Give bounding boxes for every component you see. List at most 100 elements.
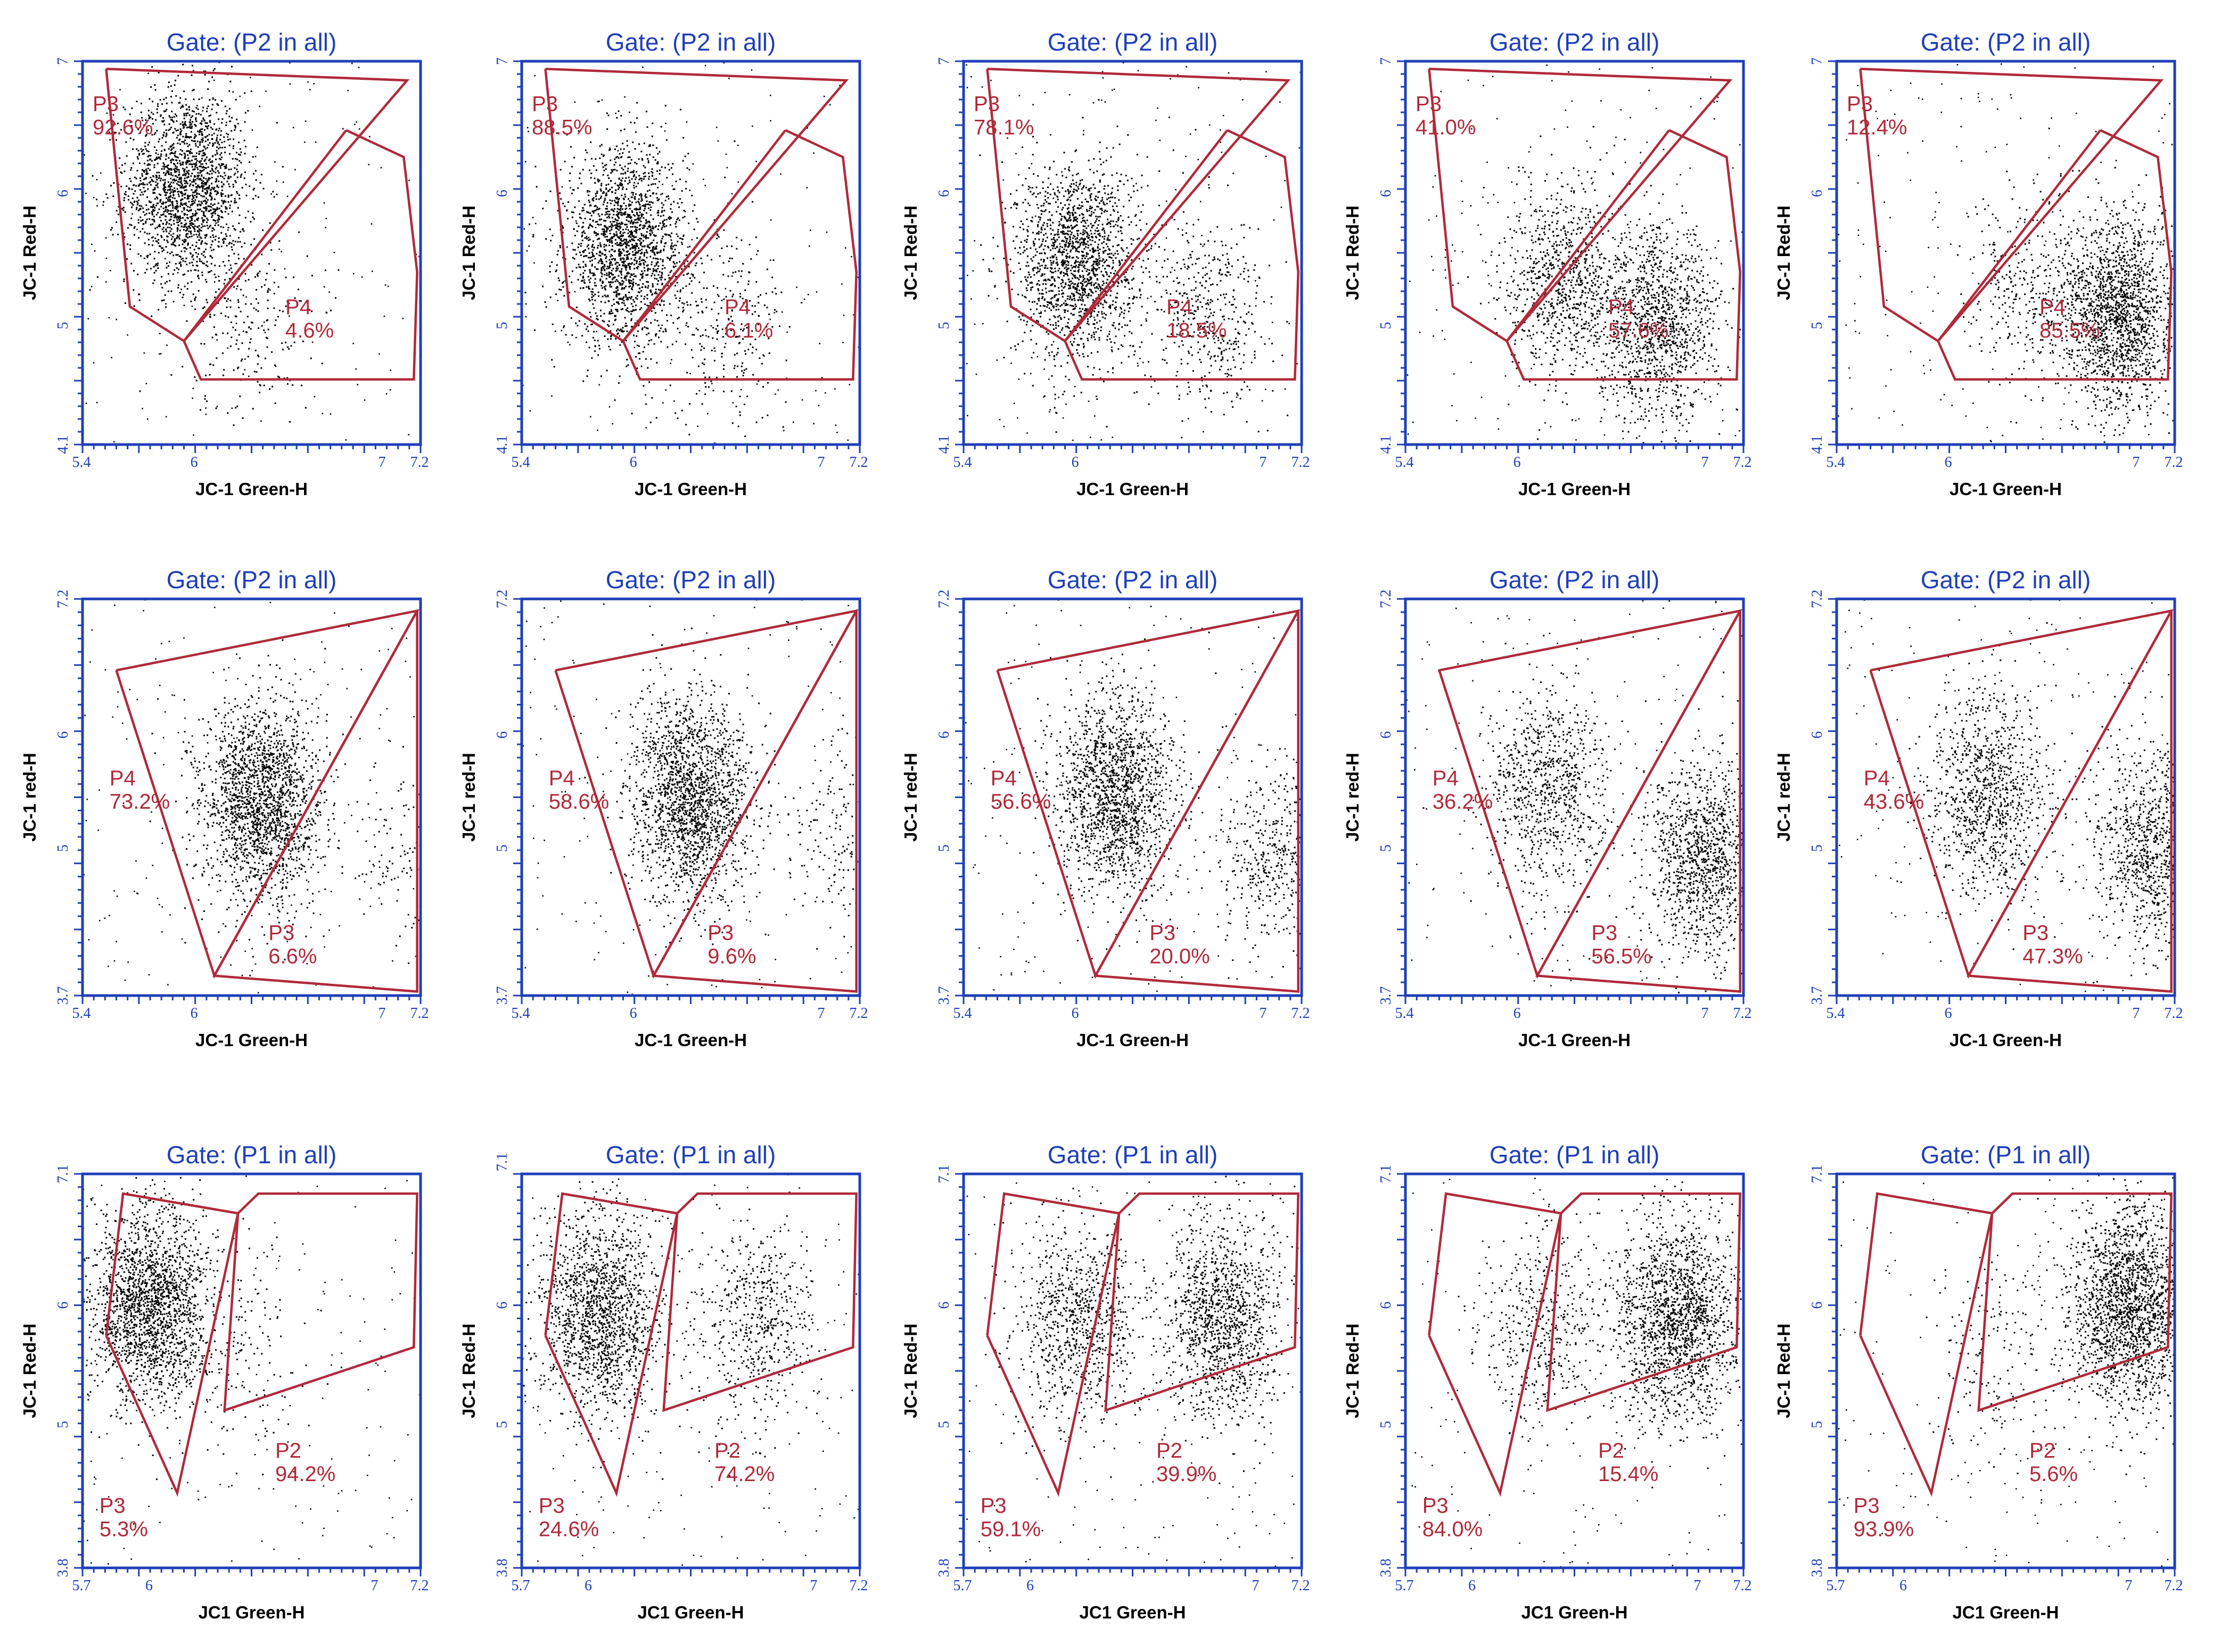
event-dot xyxy=(111,227,113,229)
event-dot xyxy=(205,374,207,376)
event-dot xyxy=(654,183,656,185)
event-dot xyxy=(655,245,657,247)
event-dot xyxy=(629,285,631,287)
event-dot xyxy=(631,210,633,212)
event-dot xyxy=(152,101,154,103)
event-dot xyxy=(736,248,738,250)
event-dot xyxy=(1024,373,1026,375)
event-dot xyxy=(654,319,656,321)
event-dot xyxy=(588,257,590,259)
event-dot xyxy=(642,351,644,353)
event-dot xyxy=(676,282,678,284)
event-dot xyxy=(1064,286,1066,288)
event-dot xyxy=(147,208,150,210)
event-dot xyxy=(176,203,178,204)
event-dot xyxy=(191,261,193,264)
event-dot xyxy=(650,201,652,203)
event-dot xyxy=(770,94,771,96)
event-dot xyxy=(733,367,735,369)
event-dot xyxy=(169,117,171,119)
event-dot xyxy=(671,255,673,257)
event-dot xyxy=(826,231,828,233)
event-dot xyxy=(618,244,620,246)
event-dot xyxy=(170,243,172,245)
event-dot xyxy=(166,153,167,155)
event-dot xyxy=(204,225,206,227)
event-dot xyxy=(239,395,241,397)
event-dot xyxy=(213,314,216,316)
event-dot xyxy=(129,137,131,139)
event-dot xyxy=(144,184,146,186)
event-dot xyxy=(149,201,151,203)
event-dot xyxy=(235,20,237,22)
event-dot xyxy=(206,186,208,188)
event-dot xyxy=(147,144,149,146)
event-dot xyxy=(625,285,627,287)
event-dot xyxy=(643,205,645,207)
event-dot xyxy=(85,402,87,404)
event-dot xyxy=(1065,249,1067,251)
event-dot xyxy=(645,403,647,405)
event-dot xyxy=(743,369,745,371)
event-dot xyxy=(745,353,747,355)
event-dot xyxy=(191,222,192,224)
event-dot xyxy=(147,418,149,420)
event-dot xyxy=(575,267,578,269)
event-dot xyxy=(198,231,200,233)
event-dot xyxy=(294,297,296,299)
event-dot xyxy=(615,197,616,199)
event-dot xyxy=(796,286,797,288)
event-dot xyxy=(637,266,639,268)
event-dot xyxy=(195,107,198,109)
event-dot xyxy=(1079,315,1080,317)
event-dot xyxy=(241,358,243,360)
event-dot xyxy=(701,301,703,303)
event-dot xyxy=(224,172,225,174)
event-dot xyxy=(122,207,125,209)
event-dot xyxy=(580,243,582,244)
event-dot xyxy=(168,223,170,225)
event-dot xyxy=(170,174,172,176)
event-dot xyxy=(592,256,594,258)
event-dot xyxy=(690,316,692,318)
event-dot xyxy=(571,281,573,283)
event-dot xyxy=(383,315,385,317)
event-dot xyxy=(553,366,555,368)
event-dot xyxy=(209,271,211,273)
event-dot xyxy=(209,158,211,160)
event-dot xyxy=(641,158,643,160)
event-dot xyxy=(191,281,193,283)
event-dot xyxy=(236,158,238,160)
event-dot xyxy=(741,365,743,367)
event-dot xyxy=(657,268,659,270)
event-dot xyxy=(626,275,628,277)
event-dot xyxy=(612,258,614,260)
event-dot xyxy=(624,277,627,279)
event-dot xyxy=(177,210,179,212)
event-dot xyxy=(625,269,627,271)
event-dot xyxy=(152,282,154,284)
event-dot xyxy=(195,252,197,254)
event-dot xyxy=(193,192,195,194)
event-dot xyxy=(1093,274,1095,276)
event-dot xyxy=(611,305,613,307)
event-dot xyxy=(185,161,187,163)
event-dot xyxy=(160,153,162,155)
event-dot xyxy=(194,202,195,204)
event-dot xyxy=(158,141,160,143)
event-dot xyxy=(648,145,650,147)
event-dot xyxy=(178,244,180,246)
event-dot xyxy=(652,122,654,125)
event-dot xyxy=(211,196,212,198)
event-dot xyxy=(143,191,145,193)
event-dot xyxy=(171,238,172,240)
event-dot xyxy=(1140,211,1142,213)
event-dot xyxy=(145,209,147,211)
event-dot xyxy=(646,327,647,329)
event-dot xyxy=(655,335,657,337)
event-dot xyxy=(597,233,599,235)
event-dot xyxy=(598,251,601,253)
event-dot xyxy=(154,159,156,161)
event-dot xyxy=(582,380,585,382)
event-dot xyxy=(681,202,683,204)
